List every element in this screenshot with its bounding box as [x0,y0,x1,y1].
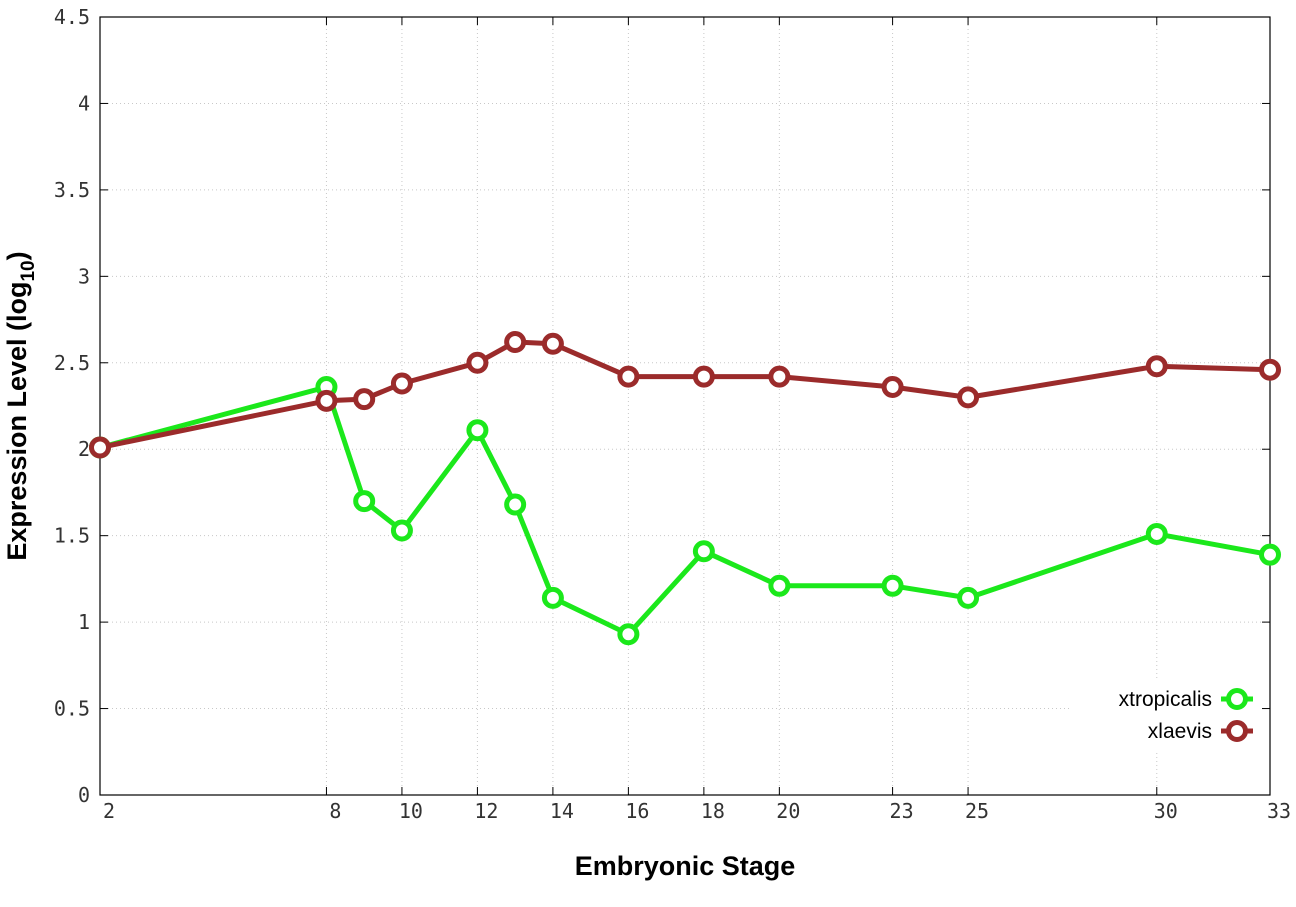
data-point [390,519,413,542]
data-point [1259,358,1281,381]
series-line [99,339,1271,450]
x-tick-label: 23 [890,799,914,823]
x-tick-label: 12 [474,799,498,823]
data-point [768,574,791,597]
data-point [617,623,640,646]
y-tick-label: 1 [78,610,90,634]
y-axis-title-subscript: 10 [18,260,39,281]
legend-label: xlaevis [1148,720,1212,743]
axis-ticks: 0 0.5 1 1.5 2 2.5 3 3.5 4 4.5 2 8 10 12 14 16 18 20 23 25 30… [54,5,1291,823]
data-point [881,375,904,398]
series-line [99,384,1271,637]
data-point [1145,522,1168,545]
data-point [768,365,791,388]
x-axis-title: Embryonic Stage [575,851,796,881]
x-tick-label: 14 [550,799,574,823]
data-point [692,540,715,563]
series-xlaevis [89,331,1281,459]
y-axis-title-close: ) [2,251,32,260]
y-tick-label: 2 [78,437,90,461]
data-point [466,351,489,374]
x-tick-label: 20 [776,799,800,823]
x-tick-label: 16 [625,799,649,823]
y-tick-label: 0.5 [54,697,90,721]
data-point [390,372,413,395]
data-point [541,332,564,355]
x-tick-label: 2 [103,799,115,823]
y-tick-label: 3.5 [54,178,90,202]
series-lines [89,331,1281,646]
data-point [315,389,338,412]
data-point [881,574,904,597]
data-point [692,365,715,388]
data-point [1259,543,1281,566]
x-tick-label: 10 [399,799,423,823]
y-axis-title: Expression Level (log10) [2,251,39,560]
x-tick-label: 33 [1267,799,1291,823]
grid-lines [100,17,1270,795]
y-tick-label: 3 [78,264,90,288]
y-tick-label: 2.5 [54,351,90,375]
data-point [353,388,376,411]
data-point [504,493,527,516]
plot-frame [99,16,1271,796]
data-point [541,586,564,609]
x-tick-label: 18 [701,799,725,823]
data-point [353,490,376,513]
x-tick-label: 30 [1154,799,1178,823]
y-axis-title-main: Expression Level (log [2,282,32,561]
series-xtropicalis [89,375,1281,646]
data-point [957,586,980,609]
data-point [957,386,980,409]
data-point [504,331,527,354]
data-point [1145,355,1168,378]
legend-label: xtropicalis [1119,688,1212,711]
y-tick-label: 4 [78,91,90,115]
data-point [89,436,111,459]
data-point [466,419,489,442]
legend-marker [1226,688,1248,710]
y-tick-label: 1.5 [54,524,90,548]
legend: xtropicalis xlaevis [1119,688,1253,743]
x-tick-label: 25 [965,799,989,823]
y-tick-label: 0 [78,783,90,807]
legend-marker [1226,720,1248,742]
y-tick-label: 4.5 [54,5,90,29]
data-point [617,365,640,388]
x-tick-label: 8 [329,799,341,823]
